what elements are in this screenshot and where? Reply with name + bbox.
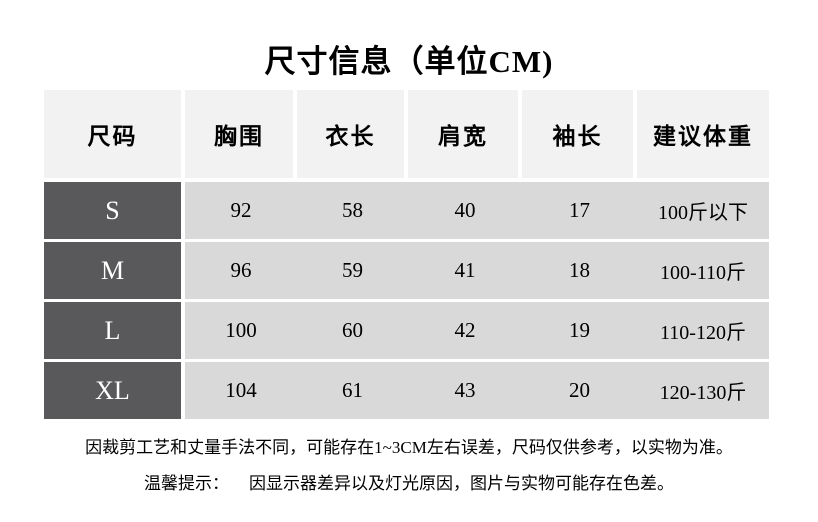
cell-chest: 104 [225, 378, 257, 402]
cell-sleeve: 19 [569, 318, 590, 342]
header-cell-weight: 建议体重 [637, 90, 769, 178]
cell-length: 61 [342, 378, 363, 402]
cell-length: 60 [342, 318, 363, 342]
cell-sleeve: 17 [569, 198, 590, 222]
size-label: XL [44, 362, 181, 419]
cell-chest: 100 [225, 318, 257, 342]
row-data: 100 60 42 19 110-120斤 [185, 302, 769, 359]
note-text: 因显示器差异以及灯光原因，图片与实物可能存在色差。 [249, 474, 674, 493]
cell-length: 58 [342, 198, 363, 222]
size-label: S [44, 182, 181, 239]
cell-weight: 100斤以下 [658, 202, 748, 224]
header-cell-chest: 胸围 [185, 90, 293, 178]
page-title: 尺寸信息（单位CM) [264, 44, 554, 79]
header-cell-shoulder: 肩宽 [408, 90, 518, 178]
cell-shoulder: 43 [454, 378, 476, 402]
measurement-disclaimer: 因裁剪工艺和丈量手法不同，可能存在1~3CM左右误差，尺码仅供参考，以实物为准。 [85, 438, 733, 457]
cell-chest: 92 [230, 198, 252, 222]
cell-sleeve: 18 [569, 258, 590, 282]
table-row-xl: XL 104 61 43 20 120-130斤 [44, 362, 769, 419]
row-data: 104 61 43 20 120-130斤 [185, 362, 769, 419]
header-cell-size: 尺码 [44, 90, 181, 178]
cell-weight: 120-130斤 [659, 382, 747, 404]
cell-weight: 110-120斤 [660, 322, 746, 344]
cell-sleeve: 20 [569, 378, 590, 402]
table-header-row: 尺码 胸围 衣长 肩宽 袖长 建议体重 [44, 90, 769, 178]
table-row-m: M 96 59 41 18 100-110斤 [44, 242, 769, 299]
row-data: 96 59 41 18 100-110斤 [185, 242, 769, 299]
header-cell-length: 衣长 [297, 90, 404, 178]
note-label: 温馨提示： [144, 474, 229, 493]
table-row-s: S 92 58 40 17 100斤以下 [44, 182, 769, 239]
size-table: 尺码 胸围 衣长 肩宽 袖长 建议体重 S 92 58 40 17 100斤以下… [44, 90, 769, 422]
table-row-l: L 100 60 42 19 110-120斤 [44, 302, 769, 359]
cell-shoulder: 41 [454, 258, 476, 282]
cell-weight: 100-110斤 [660, 262, 746, 284]
size-label: L [44, 302, 181, 359]
cell-chest: 96 [230, 258, 252, 282]
cell-length: 59 [342, 258, 363, 282]
cell-shoulder: 42 [454, 318, 476, 342]
header-cell-sleeve: 袖长 [522, 90, 633, 178]
color-difference-note: 温馨提示： 因显示器差异以及灯光原因，图片与实物可能存在色差。 [0, 469, 818, 494]
cell-shoulder: 40 [454, 198, 476, 222]
row-data: 92 58 40 17 100斤以下 [185, 182, 769, 239]
size-label: M [44, 242, 181, 299]
